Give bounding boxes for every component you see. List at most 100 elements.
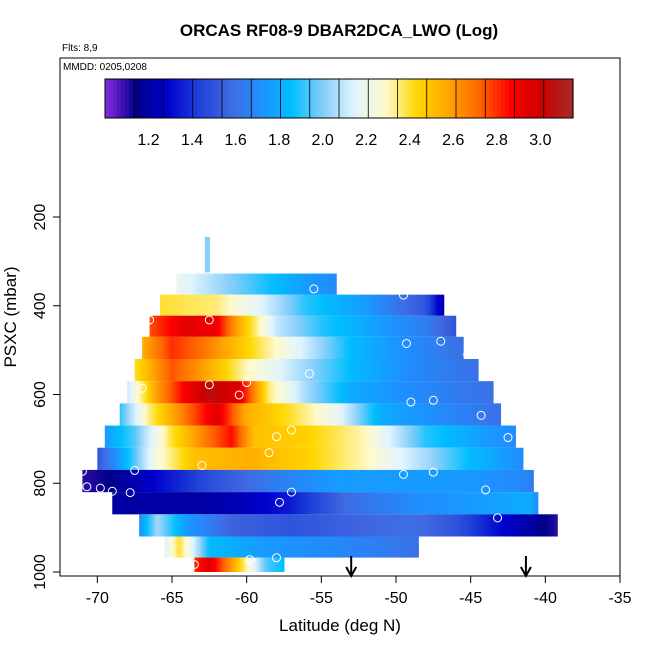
heatmap-cell [436,359,440,382]
heatmap-cell [243,425,246,448]
heatmap-cell [180,492,184,515]
colorbar-cell [465,79,470,118]
heatmap-cell [167,492,171,515]
heatmap-cell [169,492,173,515]
heatmap-cell [344,294,348,316]
colorbar-cell [469,79,474,118]
heatmap-cell [458,425,462,448]
heatmap-cell [454,403,458,426]
heatmap-cell [259,381,263,404]
heatmap-cell [482,514,486,537]
heatmap-cell [196,403,200,426]
heatmap-cell [396,514,400,537]
heatmap-cell [363,536,366,558]
heatmap-cell [403,447,407,470]
heatmap-cell [506,425,510,448]
heatmap-cell [241,336,244,359]
heatmap-cell [529,492,532,515]
heatmap-cell [346,514,349,537]
heatmap-cell [238,447,242,470]
heatmap-cell [232,381,236,404]
heatmap-cell [119,469,123,493]
heatmap-cell [196,492,199,515]
heatmap-cell [442,359,446,382]
heatmap-cell [403,492,407,515]
heatmap-cell [427,315,430,337]
heatmap-cell [390,403,394,426]
heatmap-cell [458,469,462,493]
colorbar-cell [297,79,302,118]
heatmap-cell [330,514,334,537]
heatmap-cell [180,359,184,382]
heatmap-cell [257,514,261,537]
heatmap-cell [349,294,352,316]
heatmap-cell [186,381,190,404]
heatmap-cell [387,536,391,558]
heatmap-cell [387,514,391,537]
heatmap-cell [330,492,334,515]
heatmap-cell [443,447,447,470]
heatmap-cell [249,514,252,537]
heatmap-cell [233,557,237,572]
heatmap-cell [156,514,160,537]
heatmap-cell [221,425,224,448]
heatmap-cell [204,236,208,273]
heatmap-cell [164,425,167,448]
heatmap-cell [258,447,262,470]
heatmap-cell [220,469,224,493]
colorbar-cell [417,79,422,118]
heatmap-cell [368,492,371,515]
heatmap-cell [315,336,319,359]
heatmap-cell [365,492,369,515]
heatmap-cell [174,492,177,515]
heatmap-cell [276,294,280,316]
heatmap-cell [442,381,446,404]
heatmap-cell [262,359,266,382]
colorbar-cell [193,79,198,118]
heatmap-cell [385,315,388,337]
heatmap-cell [231,557,235,572]
heatmap-cell [269,469,273,493]
heatmap-cell [395,447,398,470]
heatmap-cell [385,514,389,537]
heatmap-cell [358,536,362,558]
heatmap-cell [473,381,476,404]
heatmap-cell [198,359,202,382]
heatmap-cell [316,273,320,295]
colorbar-cell [569,79,574,118]
heatmap-cell [417,294,421,316]
heatmap-cell [153,381,157,404]
heatmap-cell [355,336,359,359]
heatmap-cell [122,425,126,448]
heatmap-cell [285,273,289,295]
heatmap-cell [217,381,221,404]
heatmap-cell [227,425,231,448]
heatmap-cell [135,425,139,448]
heatmap-cell [97,469,101,493]
heatmap-cell [400,381,404,404]
heatmap-cell [493,469,497,493]
heatmap-cell [408,336,411,359]
heatmap-cell [242,315,245,337]
heatmap-cell [275,447,279,470]
heatmap-cell [345,536,349,558]
heatmap-cell [257,536,260,558]
heatmap-cell [436,514,439,537]
heatmap-cell [381,469,385,493]
heatmap-cell [275,557,278,572]
heatmap-cell [368,336,372,359]
heatmap-cell [187,514,191,537]
colorbar-cell [477,79,482,118]
colorbar-cell [393,79,398,118]
heatmap-cell [148,403,152,426]
colorbar-cell [145,79,150,118]
heatmap-cell [229,447,233,470]
heatmap-cell [353,447,356,470]
heatmap-cell [210,381,214,404]
heatmap-cell [333,469,336,493]
heatmap-cell [198,514,202,537]
heatmap-cell [186,536,190,558]
heatmap-cell [235,492,239,515]
heatmap-cell [357,447,361,470]
